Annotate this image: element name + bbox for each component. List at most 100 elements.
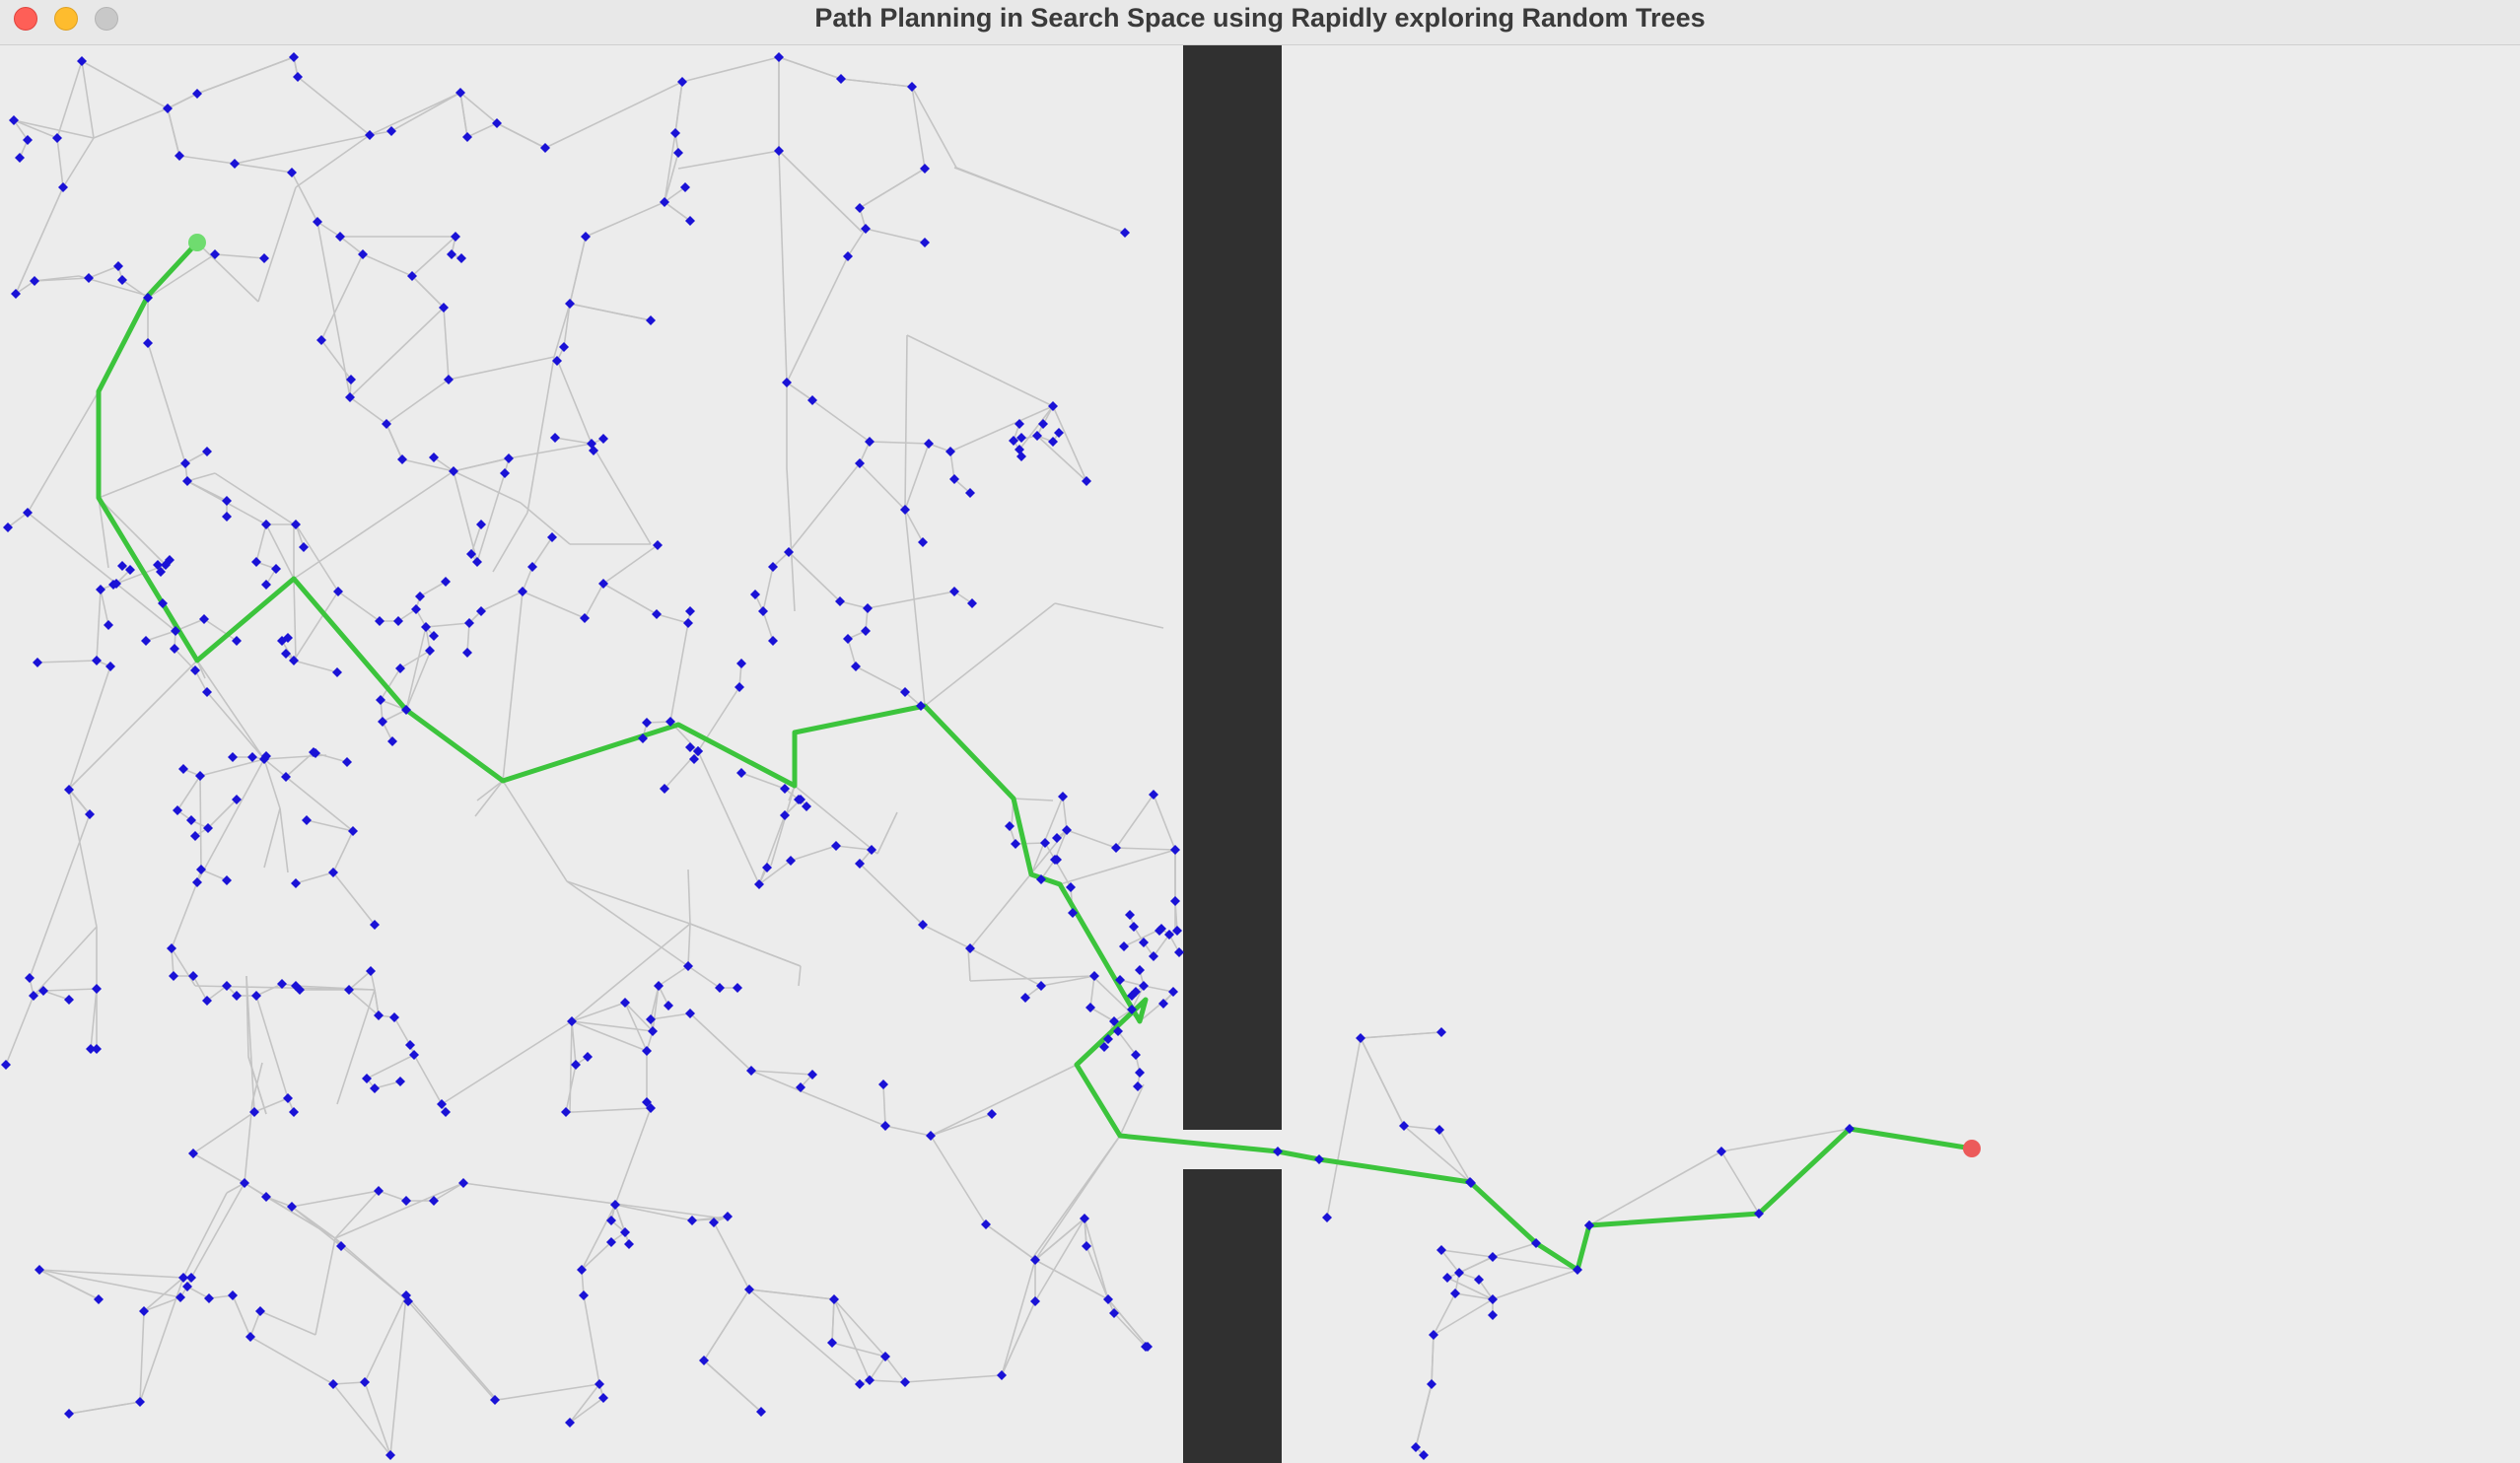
tree-nodes <box>1 52 1855 1460</box>
tree-edge <box>182 1192 228 1279</box>
tree-node <box>835 596 845 606</box>
tree-node <box>370 1083 380 1093</box>
tree-node <box>490 1395 500 1405</box>
tree-edge <box>98 462 186 499</box>
tree-edge <box>196 56 295 95</box>
tree-edge <box>740 772 786 790</box>
tree-edge <box>869 1379 906 1383</box>
tree-edge <box>115 583 176 632</box>
tree-edge <box>1034 1218 1085 1302</box>
tree-edge <box>687 923 691 967</box>
tree-edge <box>186 1286 210 1299</box>
tree-edge <box>405 626 427 711</box>
tree-edge <box>924 602 1056 707</box>
tree-edge <box>949 451 955 480</box>
close-button[interactable] <box>14 7 37 31</box>
tree-node <box>397 454 407 464</box>
tree-edge <box>466 122 498 138</box>
tree-node <box>421 622 431 632</box>
tree-node <box>1016 452 1026 461</box>
tree-edge <box>748 1289 861 1385</box>
tree-edge <box>697 686 740 752</box>
tree-node <box>289 1107 299 1117</box>
tree-node <box>249 1107 259 1117</box>
tree-node <box>518 587 527 596</box>
tree-node <box>1120 228 1130 238</box>
tree-node <box>283 1093 293 1103</box>
tree-edge <box>459 92 498 124</box>
tree-edge <box>859 462 906 511</box>
tree-node <box>1450 1289 1460 1298</box>
tree-node <box>1356 1033 1365 1043</box>
tree-node <box>261 751 271 761</box>
tree-node <box>9 115 19 125</box>
tree-edge <box>56 60 83 139</box>
tree-node <box>1164 930 1174 940</box>
tree-edge <box>476 472 506 563</box>
tree-node <box>987 1109 997 1119</box>
tree-node <box>25 973 35 983</box>
tree-edge <box>332 830 354 873</box>
tree-node <box>228 752 238 762</box>
tree-node <box>1149 951 1158 961</box>
solution-path <box>96 240 1975 1273</box>
tree-edge <box>1492 1242 1537 1258</box>
tree-node <box>204 1293 214 1303</box>
tree-edge <box>674 81 683 134</box>
tree-node <box>153 560 163 570</box>
tree-node <box>92 1044 102 1054</box>
tree-node <box>1845 1124 1855 1134</box>
tree-edge <box>297 76 371 136</box>
tree-node <box>139 1306 149 1316</box>
tree-node <box>311 748 320 758</box>
tree-node <box>589 446 598 455</box>
tree-edge <box>831 1342 886 1358</box>
tree-node <box>677 77 687 87</box>
tree-edge <box>859 441 871 464</box>
tree-node <box>1015 419 1024 429</box>
tree-edge <box>291 1190 380 1208</box>
zoom-button[interactable] <box>95 7 118 31</box>
tree-node <box>606 1237 616 1247</box>
tree-edge <box>969 829 1068 949</box>
tree-node <box>1168 987 1178 997</box>
tree-edge <box>1107 1298 1149 1348</box>
tree-node <box>202 996 212 1006</box>
tree-node <box>346 375 356 384</box>
tree-node <box>580 613 590 623</box>
tree-edge <box>259 1310 316 1336</box>
tree-edge <box>778 56 842 80</box>
tree-edge <box>658 965 689 987</box>
tree-node <box>291 878 301 888</box>
tree-edge <box>1113 1312 1147 1348</box>
tree-edge <box>393 1016 411 1046</box>
minimize-button[interactable] <box>54 7 78 31</box>
tree-node <box>251 557 261 567</box>
tree-edge <box>520 502 571 545</box>
tree-edge <box>869 1356 886 1381</box>
tree-node <box>259 253 269 263</box>
tree-edge <box>492 512 528 573</box>
tree-node <box>291 520 301 529</box>
tree-node <box>165 555 175 565</box>
tree-node <box>843 634 853 644</box>
tree-edge <box>788 462 861 553</box>
tree-edge <box>15 280 35 295</box>
tree-node <box>685 216 695 226</box>
tree-node <box>1155 926 1164 936</box>
tree-edge <box>207 799 238 829</box>
tree-edge <box>200 869 228 881</box>
tree-edge <box>332 871 376 926</box>
tree-edge <box>869 441 930 445</box>
tree-node <box>167 943 176 953</box>
tree-edge <box>1062 796 1068 831</box>
tree-node <box>1170 845 1180 855</box>
tree-node <box>861 626 871 636</box>
tree-edge <box>553 303 571 358</box>
tree-edge <box>206 691 265 760</box>
tree-edge <box>748 1289 835 1300</box>
tree-edge <box>293 470 455 580</box>
tree-edge <box>566 880 689 967</box>
tree-node <box>429 453 439 462</box>
tree-edge <box>389 1294 407 1456</box>
